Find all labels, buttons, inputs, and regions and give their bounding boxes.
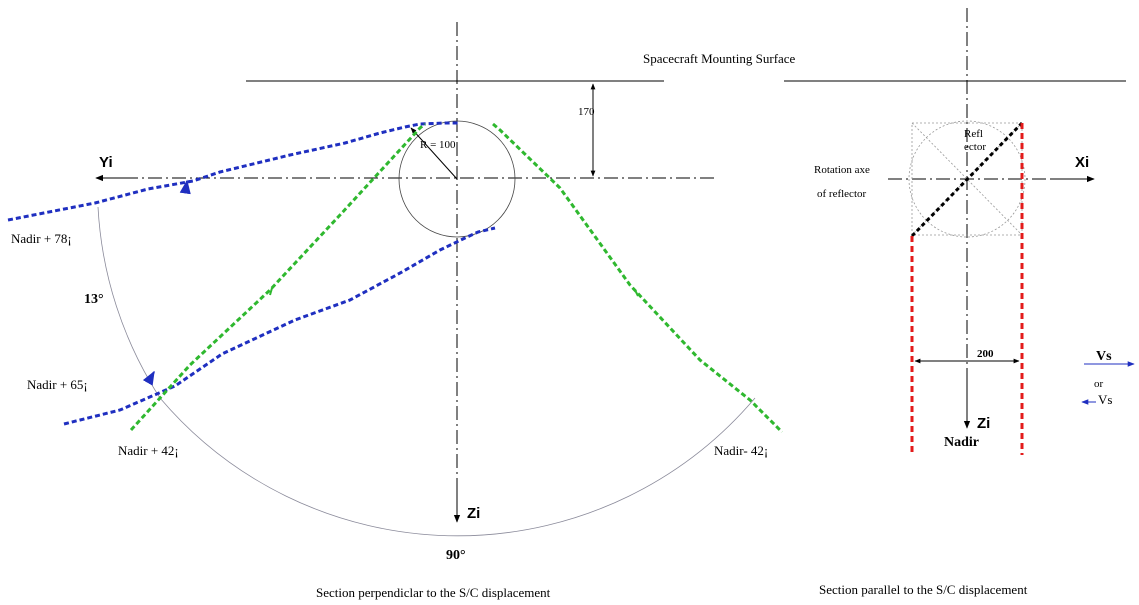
scan-range-arc bbox=[97, 206, 756, 537]
parallel-caption: Section parallel to the S/C displacement bbox=[819, 582, 1028, 597]
zi-axis-label-right: Zi bbox=[977, 415, 990, 432]
vs-label-2: Vs bbox=[1098, 392, 1112, 407]
radius-arrow bbox=[410, 127, 458, 180]
blue-beam-arrow-upper bbox=[179, 179, 191, 195]
green-beam-arrow-left bbox=[269, 287, 273, 296]
nadir-78-label: Nadir + 78¡ bbox=[11, 231, 72, 246]
parallel-section: Zi Nadir Xi 200 Refl ector Rotation axe … bbox=[784, 8, 1135, 597]
green-beam-left bbox=[129, 122, 426, 432]
green-beam-right bbox=[492, 122, 784, 434]
reflector-label-2: ector bbox=[964, 141, 986, 153]
angle-13-label: 13° bbox=[84, 292, 104, 307]
xi-axis-label: Xi bbox=[1075, 154, 1089, 171]
nadir-65-label: Nadir + 65¡ bbox=[27, 377, 88, 392]
nadir-42-left-label: Nadir + 42¡ bbox=[118, 443, 179, 458]
vs-label-1: Vs bbox=[1096, 349, 1112, 364]
rotation-label-2: of reflector bbox=[817, 188, 866, 200]
reflector-circle bbox=[908, 120, 1026, 238]
dimension-170-label: 170 bbox=[578, 106, 595, 118]
nadir-label-right: Nadir bbox=[944, 435, 979, 450]
perpendicular-section: Zi Yi R = 100 170 Nadir + 78¡ 13° Nadir … bbox=[7, 22, 784, 600]
blue-beam-lower bbox=[63, 226, 496, 426]
rotation-label-1: Rotation axe bbox=[814, 164, 870, 176]
green-beam-arrow-right bbox=[634, 289, 639, 297]
blue-beam-upper bbox=[7, 121, 458, 222]
or-label: or bbox=[1094, 378, 1104, 390]
scan-mirror-circle bbox=[398, 120, 516, 238]
radius-label: R = 100 bbox=[420, 139, 456, 151]
zi-axis-label: Zi bbox=[467, 505, 480, 522]
perpendicular-caption: Section perpendiclar to the S/C displace… bbox=[316, 585, 551, 600]
blue-beam-arrow-lower bbox=[142, 370, 155, 386]
mounting-surface-title: Spacecraft Mounting Surface bbox=[643, 51, 796, 66]
nadir-42-right-label: Nadir- 42¡ bbox=[714, 443, 768, 458]
reflector-label-1: Refl bbox=[964, 128, 983, 140]
angle-90-label: 90° bbox=[446, 548, 466, 563]
reflector-plate bbox=[910, 121, 1024, 238]
dimension-200-label: 200 bbox=[977, 348, 994, 360]
yi-axis-label: Yi bbox=[99, 154, 113, 171]
